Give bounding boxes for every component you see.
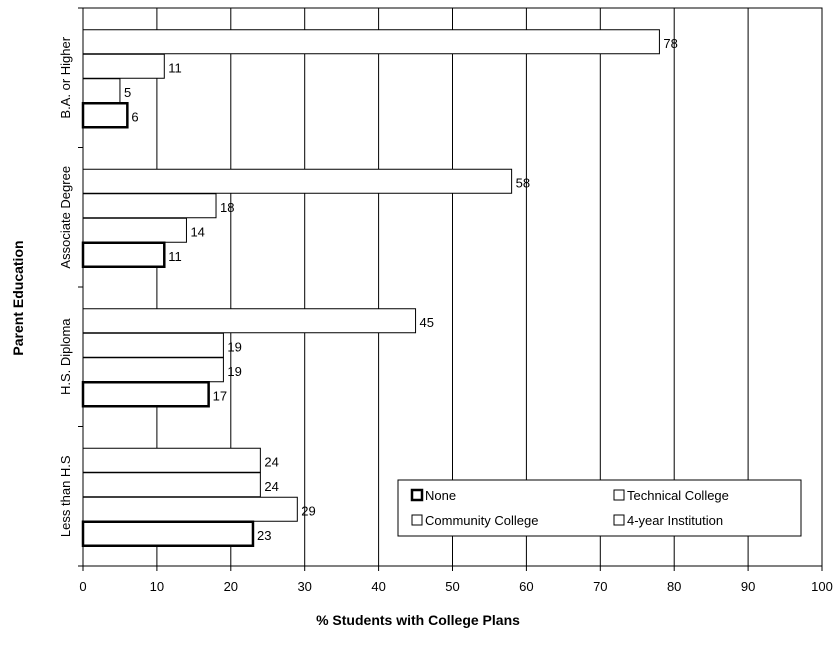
- legend-swatch: [410, 488, 424, 502]
- data-label: 19: [227, 364, 241, 379]
- bar: [82, 217, 187, 243]
- x-tick-label: 10: [150, 579, 164, 594]
- category-label: H.S. Diploma: [58, 318, 73, 395]
- data-label: 5: [124, 85, 131, 100]
- legend-swatch: [411, 514, 423, 526]
- data-label: 23: [257, 528, 271, 543]
- category-label: Less than H.S: [58, 455, 73, 537]
- x-tick-label: 50: [445, 579, 459, 594]
- data-label: 24: [264, 479, 278, 494]
- category-label: B.A. or Higher: [58, 36, 73, 118]
- x-tick-label: 20: [224, 579, 238, 594]
- x-tick-label: 60: [519, 579, 533, 594]
- bar: [82, 447, 261, 473]
- data-label: 45: [420, 315, 434, 330]
- data-label: 18: [220, 200, 234, 215]
- bar: [82, 332, 224, 358]
- data-label: 78: [663, 36, 677, 51]
- bar: [82, 193, 217, 219]
- x-tick-label: 80: [667, 579, 681, 594]
- data-label: 6: [131, 109, 138, 124]
- legend-entry: Community College: [425, 513, 538, 528]
- data-label: 17: [213, 388, 227, 403]
- bar: [82, 78, 121, 104]
- x-tick-label: 40: [371, 579, 385, 594]
- legend-swatch: [613, 514, 625, 526]
- bar: [81, 520, 255, 547]
- data-label: 58: [516, 175, 530, 190]
- x-axis-label: % Students with College Plans: [316, 612, 520, 628]
- x-tick-label: 30: [297, 579, 311, 594]
- bar: [82, 472, 261, 498]
- legend-entry: Technical College: [627, 488, 729, 503]
- data-label: 14: [190, 224, 204, 239]
- x-tick-label: 90: [741, 579, 755, 594]
- bar: [82, 496, 298, 522]
- bar: [82, 308, 417, 334]
- category-label: Associate Degree: [58, 166, 73, 269]
- bar: [82, 357, 224, 383]
- data-label: 29: [301, 503, 315, 518]
- legend-box: [397, 479, 802, 537]
- bar: [82, 168, 513, 194]
- data-label: 11: [168, 60, 182, 75]
- legend-swatch: [613, 489, 625, 501]
- bar: [81, 381, 210, 408]
- x-tick-label: 100: [811, 579, 833, 594]
- legend-entry: None: [425, 488, 456, 503]
- data-label: 11: [168, 249, 182, 264]
- bar: [82, 53, 165, 79]
- bar: [82, 29, 660, 55]
- data-label: 19: [227, 339, 241, 354]
- x-tick-label: 70: [593, 579, 607, 594]
- bar: [81, 241, 166, 268]
- y-axis-label: Parent Education: [10, 240, 26, 356]
- legend-entry: 4-year Institution: [627, 513, 723, 528]
- bar: [81, 102, 129, 129]
- x-tick-label: 0: [79, 579, 86, 594]
- data-label: 24: [264, 454, 278, 469]
